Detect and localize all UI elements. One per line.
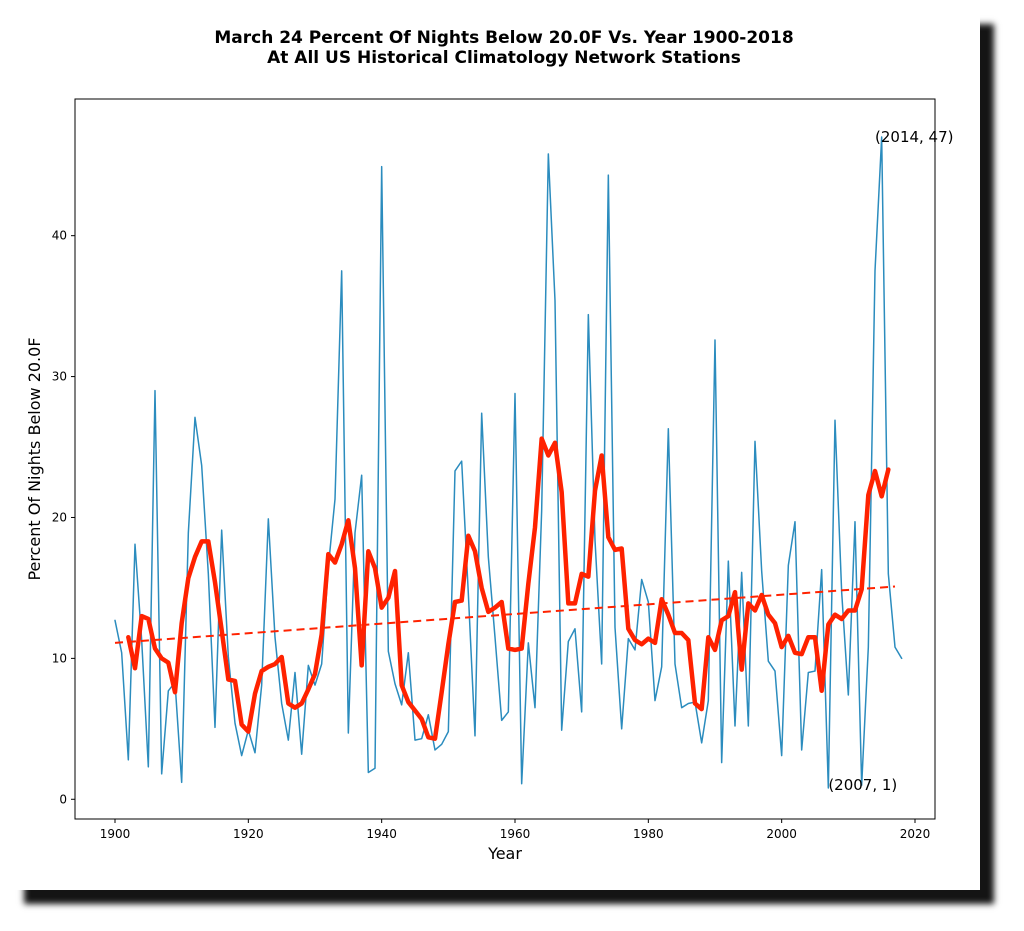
- trend-series-line: [114, 585, 896, 644]
- x-axis-label: Year: [487, 844, 522, 863]
- x-tick-label: 1960: [500, 827, 531, 841]
- annual-series-line: [114, 136, 903, 789]
- smoothed-series-line: [126, 436, 891, 741]
- y-tick-label: 20: [52, 510, 67, 524]
- y-tick-label: 30: [52, 370, 67, 384]
- x-tick-label: 2020: [900, 827, 931, 841]
- y-tick-label: 10: [52, 651, 67, 665]
- x-tick-label: 1940: [366, 827, 397, 841]
- y-tick-label: 0: [59, 792, 67, 806]
- x-tick-label: 2000: [766, 827, 797, 841]
- point-annotation: (2014, 47): [875, 128, 954, 146]
- x-tick-label: 1900: [100, 827, 131, 841]
- point-annotation: (2007, 1): [828, 776, 897, 794]
- plot-area: [74, 98, 936, 820]
- axis-ticks: 1900 1920 1940 1960 1980 2000 2020 0 10 20 30 40: [52, 229, 931, 841]
- chart-title: March 24 Percent Of Nights Below 20.0F V…: [214, 28, 793, 48]
- series-layer: [114, 136, 903, 789]
- x-tick-label: 1980: [633, 827, 664, 841]
- y-tick-label: 40: [52, 229, 67, 243]
- chart: March 24 Percent Of Nights Below 20.0F V…: [25, 28, 954, 863]
- chart-subtitle: At All US Historical Climatology Network…: [267, 48, 741, 68]
- chart-frame: March 24 Percent Of Nights Below 20.0F V…: [10, 10, 980, 890]
- annotations: (2014, 47) (2007, 1): [828, 128, 953, 794]
- y-axis-label: Percent Of Nights Below 20.0F: [25, 337, 44, 580]
- x-tick-label: 1920: [233, 827, 264, 841]
